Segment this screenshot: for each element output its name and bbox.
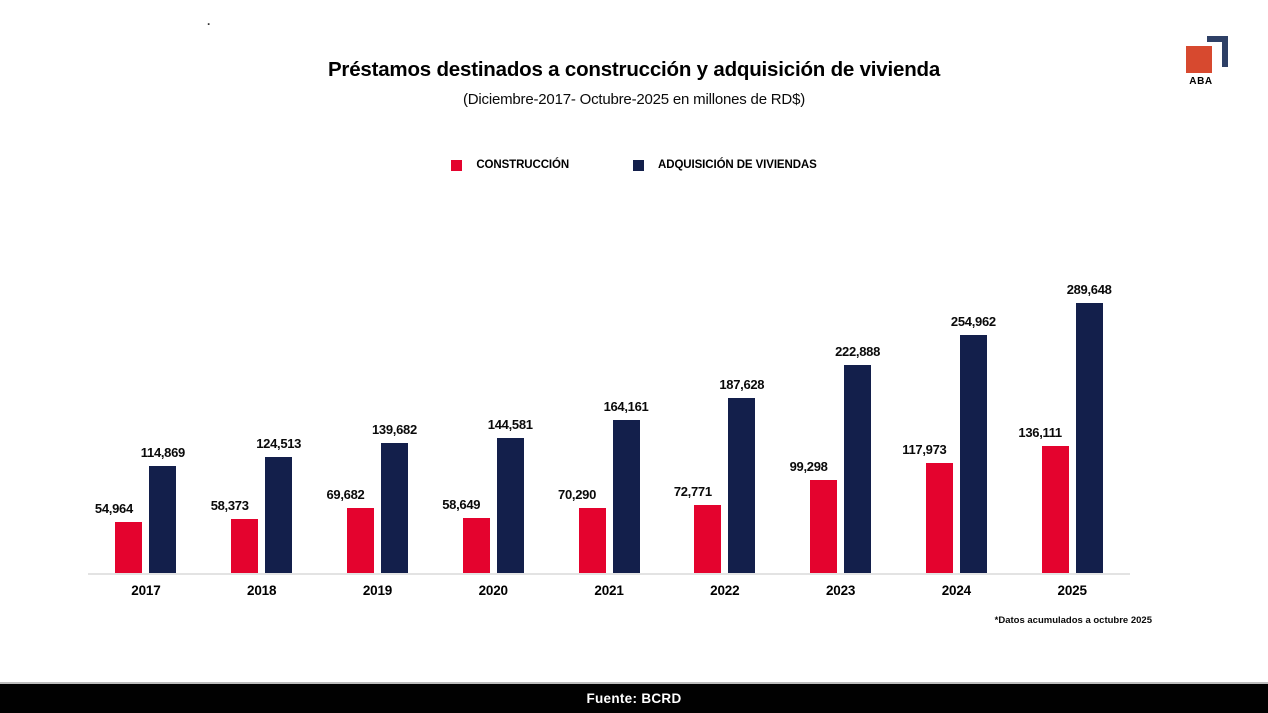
value-label-adquisicion-2022: 187,628 <box>719 377 765 393</box>
legend-label-adquisicion: ADQUISICIÓN DE VIVIENDAS <box>658 159 817 171</box>
bar-construccion-2020: 58,649 <box>442 497 490 573</box>
bar-adquisicion-2024: 254,962 <box>951 314 996 573</box>
bar-group-2021: 70,290 164,161 <box>551 303 667 573</box>
x-tick-2017: 2017 <box>131 583 161 598</box>
x-tick-2020: 2020 <box>478 583 508 598</box>
legend-swatch-adquisicion <box>633 159 645 171</box>
source-footer: Fuente: BCRD <box>0 682 1268 713</box>
aba-logo: ABA <box>1186 36 1228 87</box>
x-tick-2024: 2024 <box>941 583 971 598</box>
x-tick-2023: 2023 <box>825 583 856 598</box>
bar-construccion-2025: 136,111 <box>1018 425 1069 573</box>
legend: CONSTRUCCIÓN ADQUISICIÓN DE VIVIENDAS <box>0 159 1268 171</box>
legend-item-construccion: CONSTRUCCIÓN <box>451 159 569 171</box>
bar-adquisicion-2020: 144,581 <box>488 417 533 573</box>
value-label-construccion-2025: 136,111 <box>1018 425 1062 441</box>
bar-construccion-2022: 72,771 <box>674 484 722 573</box>
value-label-adquisicion-2020: 144,581 <box>487 417 533 433</box>
value-label-adquisicion-2018: 124,513 <box>256 435 302 451</box>
bar-group-2020: 58,649 144,581 <box>435 303 551 573</box>
bar-adquisicion-2021: 164,161 <box>604 399 649 573</box>
bar-construccion-2017: 54,964 <box>95 501 143 573</box>
x-tick-2021: 2021 <box>594 583 624 598</box>
bar-group-2018: 58,373 124,513 <box>204 303 320 573</box>
aba-logo-text: ABA <box>1189 76 1213 87</box>
value-label-adquisicion-2017: 114,869 <box>140 444 185 460</box>
footnote: *Datos acumulados a octubre 2025 <box>994 615 1152 626</box>
source-label: Fuente: BCRD <box>586 691 682 706</box>
value-label-construccion-2018: 58,373 <box>210 497 249 513</box>
value-label-construccion-2020: 58,649 <box>442 497 481 513</box>
bar-group-2017: 54,964 114,869 <box>88 303 204 573</box>
bar-adquisicion-2017: 114,869 <box>141 445 185 573</box>
x-tick-2022: 2022 <box>710 583 740 598</box>
x-axis-labels: 2017 2018 2019 2020 2021 2022 2023 2024 2025 <box>88 583 1130 598</box>
legend-item-adquisicion: ADQUISICIÓN DE VIVIENDAS <box>633 159 817 171</box>
chart-title: Préstamos destinados a construcción y ad… <box>327 58 941 81</box>
legend-swatch-construccion <box>451 159 463 171</box>
bar-construccion-2021: 70,290 <box>558 487 606 573</box>
aba-logo-square-icon <box>1186 46 1212 73</box>
chart-subtitle: (Diciembre-2017- Octubre-2025 en millone… <box>462 91 806 108</box>
bar-adquisicion-2025: 289,648 <box>1067 282 1112 573</box>
value-label-construccion-2023: 99,298 <box>789 459 828 475</box>
stray-dot: . <box>207 14 211 28</box>
plot-area: 54,964 114,869 58,373 124,513 69,682 139,682 5… <box>88 282 1130 575</box>
legend-label-construccion: CONSTRUCCIÓN <box>476 159 570 171</box>
bar-adquisicion-2023: 222,888 <box>835 344 880 573</box>
value-label-construccion-2024: 117,973 <box>902 442 947 457</box>
value-label-construccion-2022: 72,771 <box>673 484 712 500</box>
value-label-adquisicion-2019: 139,682 <box>372 421 417 437</box>
value-label-adquisicion-2024: 254,962 <box>950 314 996 330</box>
bar-construccion-2019: 69,682 <box>326 487 374 573</box>
bar-adquisicion-2018: 124,513 <box>256 436 301 573</box>
bar-group-2025: 136,111 289,648 <box>1014 282 1130 573</box>
x-tick-2019: 2019 <box>362 583 393 598</box>
bar-construccion-2018: 58,373 <box>211 498 259 573</box>
aba-logo-bracket-icon <box>1207 36 1228 67</box>
bar-group-2019: 69,682 139,682 <box>320 303 436 573</box>
x-tick-2025: 2025 <box>1057 583 1087 598</box>
value-label-adquisicion-2025: 289,648 <box>1066 282 1112 297</box>
bar-group-2023: 99,298 222,888 <box>783 303 899 573</box>
bar-group-2022: 72,771 187,628 <box>667 303 783 573</box>
value-label-adquisicion-2021: 164,161 <box>603 399 649 414</box>
bar-construccion-2024: 117,973 <box>902 442 953 573</box>
bar-adquisicion-2022: 187,628 <box>719 377 765 573</box>
value-label-construccion-2019: 69,682 <box>326 487 365 502</box>
value-label-adquisicion-2023: 222,888 <box>835 344 881 360</box>
x-tick-2018: 2018 <box>247 583 277 598</box>
value-label-construccion-2021: 70,290 <box>558 486 596 502</box>
value-label-construccion-2017: 54,964 <box>94 500 133 516</box>
bar-group-2024: 117,973 254,962 <box>898 303 1014 573</box>
bar-construccion-2023: 99,298 <box>790 459 838 573</box>
bar-adquisicion-2019: 139,682 <box>372 422 417 573</box>
